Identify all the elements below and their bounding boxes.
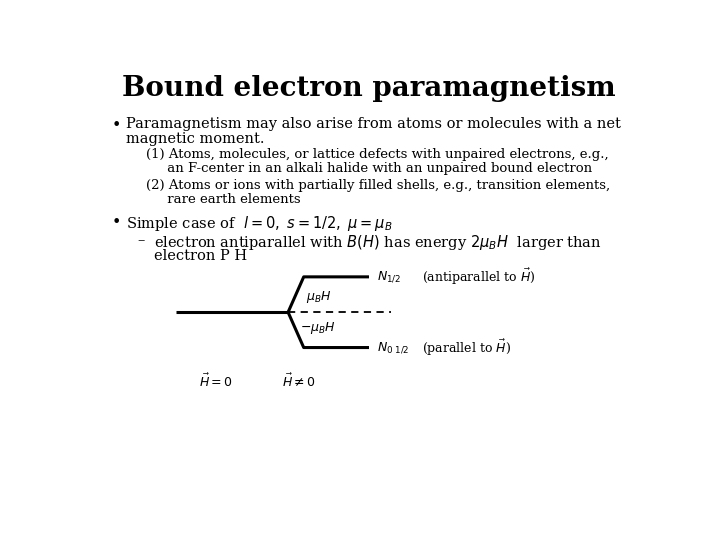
Text: (1) Atoms, molecules, or lattice defects with unpaired electrons, e.g.,: (1) Atoms, molecules, or lattice defects… bbox=[145, 148, 608, 161]
Text: electron antiparallel with $B(H)$ has energy $2\mu_B H$  larger than: electron antiparallel with $B(H)$ has en… bbox=[154, 233, 602, 252]
Text: rare earth elements: rare earth elements bbox=[145, 193, 300, 206]
Text: magnetic moment.: magnetic moment. bbox=[126, 132, 265, 146]
Text: electron P H: electron P H bbox=[154, 248, 247, 262]
Text: (antiparallel to $\vec{H}$): (antiparallel to $\vec{H}$) bbox=[422, 267, 536, 287]
Text: –: – bbox=[138, 233, 145, 247]
Text: (2) Atoms or ions with partially filled shells, e.g., transition elements,: (2) Atoms or ions with partially filled … bbox=[145, 179, 610, 192]
Text: $N_{1/2}$: $N_{1/2}$ bbox=[377, 269, 402, 284]
Text: •: • bbox=[111, 117, 120, 134]
Text: $\vec{H} = 0$: $\vec{H} = 0$ bbox=[199, 373, 233, 390]
Text: Bound electron paramagnetism: Bound electron paramagnetism bbox=[122, 75, 616, 102]
Text: Paramagnetism may also arise from atoms or molecules with a net: Paramagnetism may also arise from atoms … bbox=[126, 117, 621, 131]
Text: $\vec{H} \neq 0$: $\vec{H} \neq 0$ bbox=[282, 373, 316, 390]
Text: an F-center in an alkali halide with an unpaired bound electron: an F-center in an alkali halide with an … bbox=[145, 162, 592, 175]
Text: $\mu_B H$: $\mu_B H$ bbox=[306, 289, 331, 305]
Text: $N_{0\ 1/2}$: $N_{0\ 1/2}$ bbox=[377, 340, 410, 355]
Text: Simple case of  $l = 0,\ s = 1/2,\ \mu = \mu_B$: Simple case of $l = 0,\ s = 1/2,\ \mu = … bbox=[126, 214, 393, 233]
Text: $-\mu_B H$: $-\mu_B H$ bbox=[300, 320, 336, 336]
Text: •: • bbox=[111, 214, 120, 232]
Text: (parallel to $\vec{H}$): (parallel to $\vec{H}$) bbox=[422, 338, 511, 357]
